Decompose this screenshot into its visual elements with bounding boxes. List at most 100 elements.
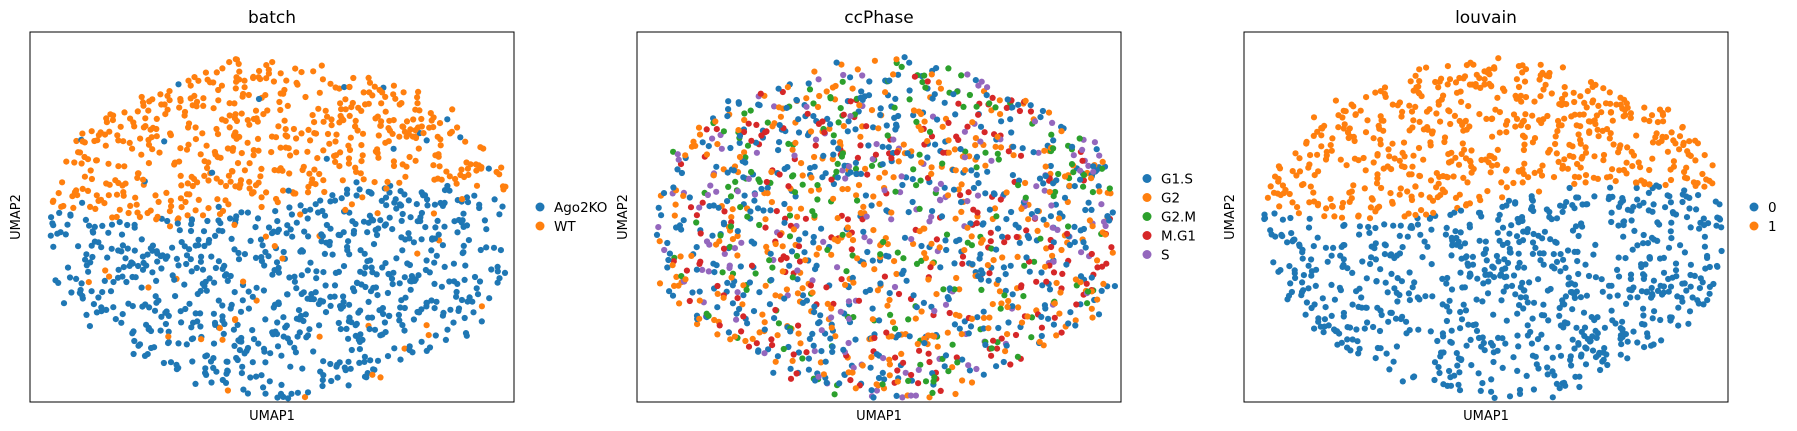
point-wt xyxy=(338,106,345,113)
point-wt xyxy=(374,210,381,217)
point-0 xyxy=(1349,301,1356,308)
point-wt xyxy=(400,89,407,96)
point-ago2ko xyxy=(322,309,330,316)
point-wt xyxy=(115,137,122,144)
point-g1-s xyxy=(893,392,900,399)
point-g1-s xyxy=(1072,322,1079,329)
point-0 xyxy=(1640,240,1647,247)
point-s xyxy=(1070,152,1077,159)
point-g2-m xyxy=(670,148,677,155)
point-ago2ko xyxy=(260,287,267,294)
point-ago2ko xyxy=(370,241,378,248)
point-g2 xyxy=(671,282,678,289)
point-0 xyxy=(1581,324,1589,331)
point-m-g1 xyxy=(748,137,755,144)
point-g2 xyxy=(994,133,1001,140)
point-0 xyxy=(1580,309,1588,316)
point-1 xyxy=(1667,166,1674,173)
point-g1-s xyxy=(714,304,721,311)
point-g1-s xyxy=(1098,287,1105,294)
point-0 xyxy=(1385,318,1392,325)
point-1 xyxy=(1668,129,1675,136)
point-g2-m xyxy=(839,78,846,85)
point-0 xyxy=(1377,266,1384,273)
point-wt xyxy=(232,85,239,92)
point-ago2ko xyxy=(364,229,371,236)
point-g2 xyxy=(1109,249,1116,256)
point-wt xyxy=(410,116,417,123)
point-g2 xyxy=(712,118,719,125)
point-g1-s xyxy=(744,320,751,327)
point-ago2ko xyxy=(195,236,202,243)
point-1 xyxy=(1641,116,1648,123)
point-0 xyxy=(1494,347,1501,354)
point-g1-s xyxy=(892,126,899,133)
point-g2 xyxy=(871,266,878,273)
point-m-g1 xyxy=(740,313,747,320)
point-ago2ko xyxy=(131,247,138,254)
point-0 xyxy=(1601,324,1608,331)
point-s xyxy=(964,198,971,205)
point-0 xyxy=(1564,247,1572,254)
point-1 xyxy=(1439,186,1446,193)
point-m-g1 xyxy=(1017,284,1025,291)
point-1 xyxy=(1416,78,1423,85)
point-m-g1 xyxy=(1048,243,1055,251)
point-ago2ko xyxy=(486,295,493,302)
point-1 xyxy=(1550,174,1558,181)
point-g1-s xyxy=(1000,358,1007,366)
point-wt xyxy=(75,149,82,156)
point-ago2ko xyxy=(304,332,312,339)
point-g1-s xyxy=(899,181,906,189)
point-wt xyxy=(316,333,323,340)
point-0 xyxy=(1576,373,1583,380)
point-g2 xyxy=(1002,348,1009,355)
point-1 xyxy=(1306,199,1313,206)
point-1 xyxy=(1433,110,1440,117)
point-wt xyxy=(293,79,300,86)
point-0 xyxy=(1502,340,1509,347)
legend-label: G2.M xyxy=(1161,210,1196,226)
point-ago2ko xyxy=(283,230,290,237)
point-0 xyxy=(1490,311,1497,318)
point-wt xyxy=(414,250,421,257)
point-0 xyxy=(1524,332,1531,339)
point-0 xyxy=(1528,340,1535,347)
point-ago2ko xyxy=(308,295,316,303)
point-wt xyxy=(236,68,243,75)
point-s xyxy=(965,362,972,369)
point-0 xyxy=(1644,240,1652,247)
point-g2 xyxy=(961,247,968,254)
point-ago2ko xyxy=(424,202,431,209)
point-wt xyxy=(183,146,191,153)
point-ago2ko xyxy=(175,340,182,347)
point-g2 xyxy=(945,137,952,144)
point-g2 xyxy=(1053,332,1060,339)
point-0 xyxy=(1455,238,1462,245)
point-s xyxy=(897,189,904,196)
point-wt xyxy=(122,180,129,187)
point-wt xyxy=(301,394,309,401)
point-wt xyxy=(428,117,435,124)
point-ago2ko xyxy=(108,245,115,252)
point-g1-s xyxy=(877,111,884,119)
point-g1-s xyxy=(724,169,731,176)
point-wt xyxy=(106,181,113,188)
point-g1-s xyxy=(953,238,960,245)
point-g2-m xyxy=(905,377,912,384)
point-m-g1 xyxy=(888,155,895,162)
point-ago2ko xyxy=(237,308,245,315)
point-g2 xyxy=(1043,221,1050,228)
point-s xyxy=(978,78,985,85)
point-wt xyxy=(145,284,152,291)
point-g1-s xyxy=(807,165,814,172)
point-m-g1 xyxy=(714,282,721,290)
point-g1-s xyxy=(805,80,812,87)
point-g2 xyxy=(1056,310,1063,317)
point-ago2ko xyxy=(342,367,349,374)
point-ago2ko xyxy=(205,239,212,246)
point-wt xyxy=(205,177,212,184)
point-g2 xyxy=(870,227,877,234)
point-wt xyxy=(332,138,339,145)
point-ago2ko xyxy=(494,263,501,270)
